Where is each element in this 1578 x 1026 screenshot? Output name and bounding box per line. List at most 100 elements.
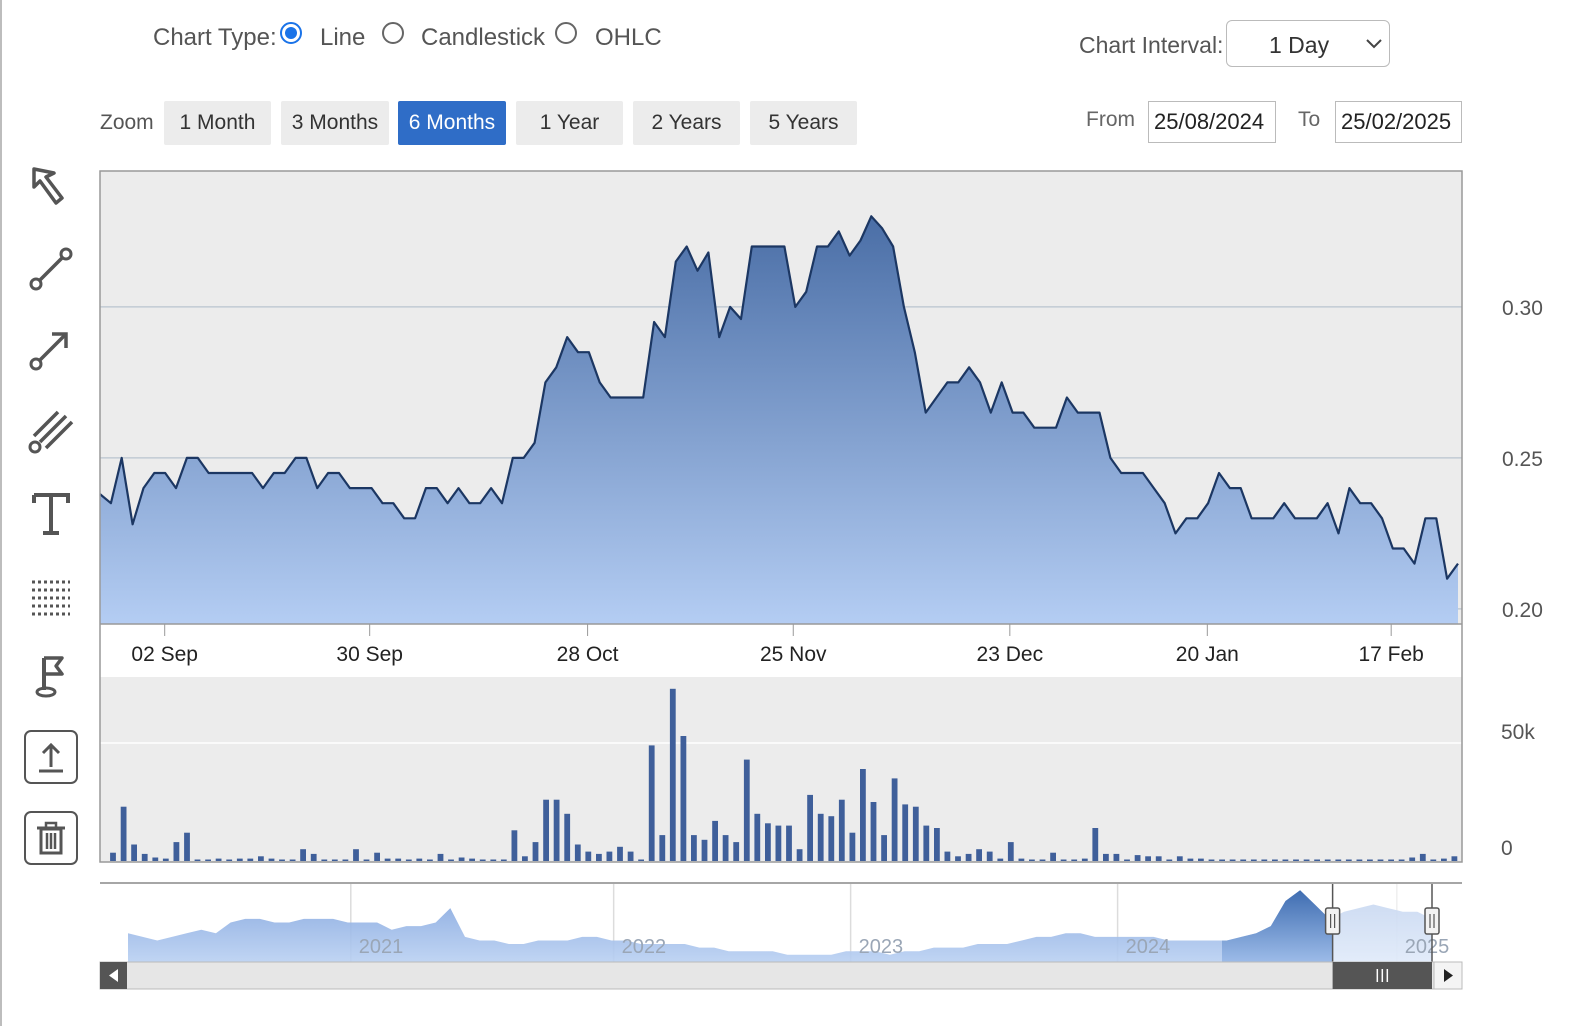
volume-bar [838,799,845,861]
volume-bar [416,858,423,861]
volume-bar [775,825,782,861]
plot-border [99,170,1463,863]
x-tick-label: 28 Oct [557,643,619,666]
volume-bar [194,859,201,861]
volume-bar [733,842,740,861]
volume-bar [448,859,454,861]
volume-y-tick-label: 0 [1501,837,1513,860]
volume-bar [1451,856,1458,861]
volume-bars [110,688,1458,861]
volume-bar [1039,859,1046,861]
volume-bar [522,856,528,861]
interval-select[interactable]: 1 Day [1226,20,1390,67]
pointer-arrow-icon[interactable] [22,157,80,215]
ohlc-option-label[interactable]: OHLC [595,24,662,51]
candlestick-radio[interactable] [382,22,404,44]
zoom-1-month-button[interactable]: 1 Month [164,101,271,145]
from-label: From [1086,108,1135,131]
volume-bar [152,857,159,861]
x-tick-label: 17 Feb [1358,643,1423,666]
volume-bar [754,813,761,861]
export-icon[interactable] [24,730,78,784]
volume-bar [1398,859,1405,861]
arrow-line-icon[interactable] [22,320,80,378]
x-tick-label: 20 Jan [1176,643,1239,666]
volume-bar [469,858,475,861]
zoom-2-years-button[interactable]: 2 Years [633,101,740,145]
volume-bar [1219,859,1225,861]
volume-bar [543,799,549,861]
zoom-5-years-button[interactable]: 5 Years [750,101,857,145]
zoom-6-months-button[interactable]: 6 Months [398,101,506,145]
x-tick-label: 25 Nov [760,643,827,666]
volume-bar [1166,859,1173,861]
volume-bar [490,859,497,861]
volume-bar [1293,859,1299,861]
navigator-year-label: 2021 [359,936,404,958]
zoom-1-year-button[interactable]: 1 Year [516,101,623,145]
volume-bar [976,849,982,861]
volume-bar [1124,859,1130,861]
volume-bar [226,859,233,861]
measure-grid-icon[interactable] [22,566,80,624]
volume-bar [437,853,444,861]
volume-bar [1145,856,1151,861]
chevron-down-icon [1366,39,1382,49]
trash-icon[interactable] [24,811,78,865]
volume-bar [1071,859,1078,861]
volume-y-tick-label: 50k [1501,721,1535,744]
line-option-label[interactable]: Line [320,24,366,51]
volume-bar [427,859,433,861]
x-tick-label: 02 Sep [131,643,198,666]
volume-bar [1430,859,1437,861]
candlestick-option-label[interactable]: Candlestick [421,24,546,51]
flag-icon[interactable] [22,646,80,704]
volume-bar [1261,859,1268,861]
navigator-year-label: 2024 [1126,936,1171,958]
volume-bar [1134,855,1141,861]
zoom-label: Zoom [100,111,154,134]
volume-bar [1324,859,1331,861]
volume-bar [1198,858,1204,861]
volume-bar [1050,852,1056,861]
volume-bar [817,813,824,861]
ohlc-radio[interactable] [555,22,577,44]
volume-bar [564,813,571,861]
navigator[interactable]: 2021 2022 2023 2024 2025 [99,882,1463,990]
volume-bar [923,825,930,861]
volume-bar [374,852,380,861]
volume-bar [1377,859,1384,861]
text-tool-icon[interactable] [22,485,80,543]
volume-bar [1060,859,1067,861]
volume-bar [300,849,306,861]
parallel-channel-icon[interactable] [22,402,80,460]
scroll-right-arrow-icon [1444,969,1453,982]
volume-bar [934,828,940,861]
volume-bar [342,859,349,861]
volume-bar [1441,858,1447,861]
zoom-3-months-button[interactable]: 3 Months [281,101,389,145]
volume-bar [638,859,644,861]
volume-bar [1335,859,1342,861]
navigator-year-label: 2025 [1405,936,1450,958]
volume-bar [395,858,402,861]
volume-bar [1176,856,1183,861]
volume-bar [1388,859,1394,861]
volume-bar [1314,859,1320,861]
volume-bar [1018,858,1025,861]
volume-bar [1007,842,1014,861]
volume-bar [353,849,359,861]
volume-bar [131,844,137,861]
navigator-year-label: 2022 [622,936,667,958]
price-line [99,215,1459,580]
to-date-input[interactable]: 25/02/2025 [1335,101,1462,143]
from-date-input[interactable]: 25/08/2024 [1148,101,1276,143]
volume-bar [331,859,338,861]
volume-bar [205,859,211,861]
navigator-area [128,890,1432,962]
line-segment-icon[interactable] [22,240,80,298]
volume-bar [902,804,909,861]
line-radio[interactable] [280,22,302,44]
interval-value: 1 Day [1269,32,1330,58]
